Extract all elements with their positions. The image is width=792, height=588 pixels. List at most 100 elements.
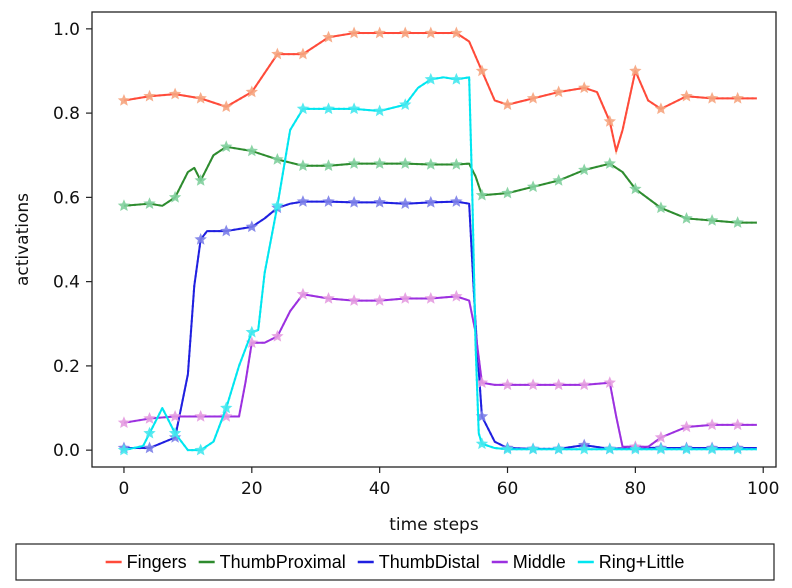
series-line [123,200,757,450]
data-point [194,409,207,422]
data-point [424,158,437,170]
data-point [322,291,335,304]
data-point [271,329,284,342]
legend-item: ThumbProximal [198,552,346,572]
legend-label: Ring+Little [599,552,685,572]
plot-frame [91,11,777,468]
data-point [296,102,310,115]
y-axis: 0.0 0.2 0.4 0.6 0.8 1.0 [53,20,92,461]
series-dotted-line [123,293,757,448]
data-point [654,431,668,443]
data-point [603,442,616,455]
data-point [629,64,642,77]
data-point [347,157,361,169]
series-dotted-line [123,200,757,450]
data-point [603,115,616,127]
data-point [705,442,719,455]
data-point [322,30,335,43]
data-point [296,159,310,172]
x-tick-label: 20 [241,479,263,499]
data-point [399,157,412,169]
legend-box [15,543,775,581]
data-point [143,89,156,102]
data-point [552,174,565,186]
data-point [731,418,744,431]
series-line [123,76,757,452]
data-point [603,376,616,388]
data-point [501,186,514,199]
data-point [143,441,156,454]
data-point [629,182,642,195]
data-point [296,195,310,207]
data-point [578,442,591,455]
data-point [731,216,744,228]
x-tick-label: 60 [497,479,519,499]
data-point [399,197,412,209]
legend-item: Fingers [105,552,187,572]
data-point [424,72,437,85]
data-point [322,159,335,172]
data-point [220,401,233,414]
data-point [194,174,207,186]
data-point [245,325,258,338]
legend-item: Middle [491,552,566,572]
data-point [578,163,591,176]
data-point [220,224,233,237]
data-point [526,180,540,193]
data-point [373,104,386,117]
y-tick-label: 0.2 [53,357,80,377]
data-point [731,442,744,455]
data-point [450,72,463,85]
data-point [143,426,156,439]
data-point [117,416,131,429]
legend-label: ThumbDistal [379,552,480,572]
data-point [399,26,412,39]
x-tick-label: 80 [625,479,647,499]
data-point [501,98,514,110]
data-point [347,195,361,208]
data-point [220,140,233,153]
legend: Fingers ThumbProximal ThumbDistal Middle Rin… [15,543,775,581]
data-point [680,420,693,433]
data-point [501,442,514,455]
data-point [168,190,182,203]
data-point [654,442,668,455]
data-point [654,102,668,115]
data-point [296,47,310,60]
series-line [123,32,757,153]
data-point [373,195,386,208]
x-tick-label: 0 [119,479,130,499]
data-point [168,87,182,100]
data-point [322,102,335,115]
y-tick-label: 0.0 [53,441,80,461]
y-tick-label: 0.4 [53,273,80,293]
data-point [296,287,310,300]
data-point [731,91,744,104]
data-point [475,437,489,450]
data-point [603,157,616,169]
data-point [424,26,437,39]
legend-label: Fingers [127,552,187,572]
data-point [450,158,463,170]
legend-label: ThumbProximal [220,552,346,572]
data-point [117,443,131,456]
data-point [501,378,514,391]
series-dotted-line [123,31,757,156]
series-dotted-line [123,76,757,452]
y-axis-label: activations [13,193,33,286]
data-point [705,91,719,104]
x-axis: 0 20 40 60 80 100 [119,467,779,499]
data-point [194,443,207,456]
data-point [450,195,463,207]
data-point [526,378,540,391]
legend-item: ThumbDistal [357,552,480,572]
y-tick-label: 0.6 [53,188,80,208]
data-point [245,220,258,233]
data-point [347,294,361,306]
data-point [424,195,437,208]
y-tick-label: 1.0 [53,20,80,40]
data-point [399,98,412,110]
x-tick-label: 40 [369,479,391,499]
data-point [424,291,437,304]
series-fingers [117,26,757,156]
